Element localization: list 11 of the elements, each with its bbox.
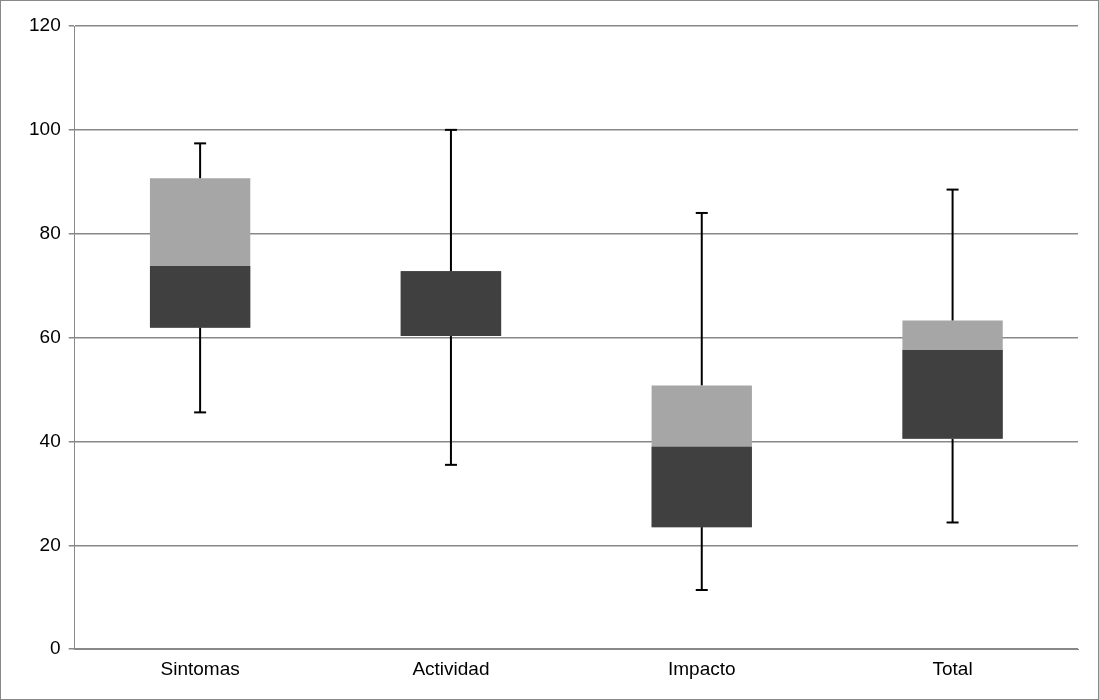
x-tick-label: Actividad: [412, 657, 490, 679]
x-tick-label: Sintomas: [160, 657, 240, 679]
y-tick-label: 0: [50, 637, 61, 659]
y-tick-label: 40: [39, 429, 61, 451]
x-tick-label: Impacto: [667, 657, 736, 679]
y-tick-label: 120: [29, 14, 61, 36]
y-tick-label: 100: [29, 118, 61, 140]
y-tick-label: 60: [39, 325, 61, 347]
x-tick-label: Total: [932, 657, 973, 679]
y-tick-label: 20: [39, 533, 61, 555]
y-tick-label: 80: [39, 221, 61, 243]
